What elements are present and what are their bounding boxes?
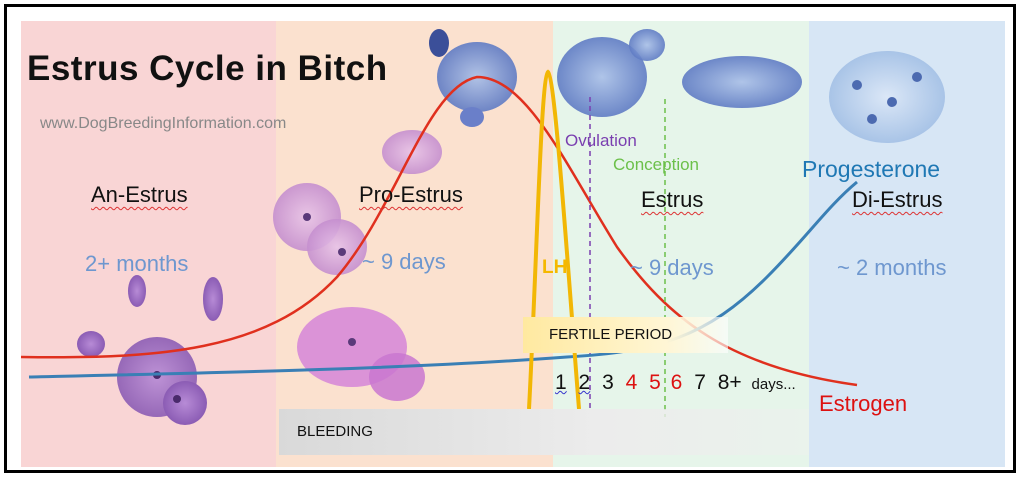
diagram-title: Estrus Cycle in Bitch xyxy=(27,49,388,88)
estrogen-label: Estrogen xyxy=(819,391,908,416)
phase-label-anestrus: An-Estrus xyxy=(91,182,188,207)
day-number: 1 xyxy=(555,371,567,394)
duration-estrus: ~ 9 days xyxy=(630,255,714,280)
progesterone-label: Progesterone xyxy=(802,156,941,182)
diestrus-cells xyxy=(829,51,945,143)
conception-label: Conception xyxy=(613,155,700,174)
day-number: 4 xyxy=(625,371,638,394)
website-text: www.DogBreedingInformation.com xyxy=(40,115,287,132)
progesterone-curve xyxy=(28,180,858,379)
ovulation-label: Ovulation xyxy=(565,131,637,150)
phase-label-diestrus: Di-Estrus xyxy=(852,187,943,212)
diagram-frame: Estrus Cycle in Bitch www.DogBreedingInf… xyxy=(4,4,1016,473)
lh-curve xyxy=(527,69,581,410)
bleeding-bar: BLEEDING xyxy=(279,409,809,455)
anestrus-cells xyxy=(77,275,223,425)
duration-proestrus: ~ 9 days xyxy=(362,249,446,274)
estrus-cells xyxy=(557,29,802,117)
fertile-day-numbers: 1 2 3 4 5 6 7 8+ days... xyxy=(555,371,802,395)
lh-label: LH xyxy=(542,257,568,278)
day-number: 2 xyxy=(578,371,591,394)
estrogen-curve xyxy=(20,75,858,387)
day-number: 3 xyxy=(602,371,614,394)
phase-label-proestrus: Pro-Estrus xyxy=(359,182,463,207)
hormone-curves xyxy=(20,69,858,417)
day-number: 5 xyxy=(649,371,661,394)
day-number: days... xyxy=(751,376,796,393)
day-number: 7 xyxy=(694,371,706,394)
duration-anestrus: 2+ months xyxy=(85,251,189,276)
day-number: 8+ xyxy=(717,371,742,394)
phase-label-estrus: Estrus xyxy=(641,187,704,212)
day-number: 6 xyxy=(670,371,683,394)
fertile-period-bar: FERTILE PERIOD xyxy=(523,317,728,353)
duration-diestrus: ~ 2 months xyxy=(837,255,947,280)
